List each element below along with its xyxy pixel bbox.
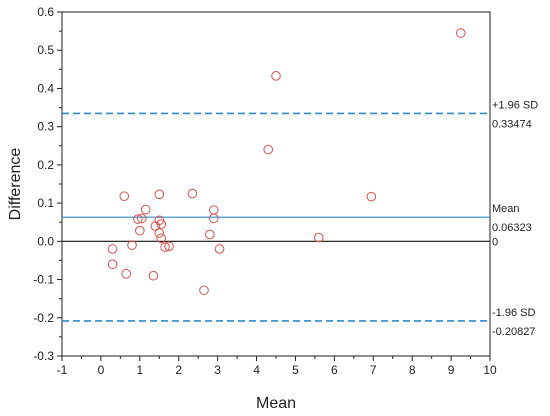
x-tick-label: 3 (214, 363, 221, 377)
data-point (271, 71, 281, 81)
reference-line-value: 0.33474 (492, 118, 532, 130)
x-tick-label: 9 (448, 363, 455, 377)
data-point (107, 244, 118, 254)
data-point (199, 285, 209, 296)
reference-line-value: 0 (492, 236, 498, 248)
data-point (121, 269, 131, 279)
data-point (263, 144, 274, 155)
x-tick-label: 4 (253, 363, 260, 377)
data-point (127, 240, 137, 250)
data-point (205, 229, 215, 240)
data-point (366, 191, 377, 202)
data-point (107, 259, 118, 270)
x-tick-label: 10 (483, 363, 497, 377)
y-axis-title: Difference (7, 148, 24, 221)
data-point (154, 228, 165, 238)
data-point (133, 214, 143, 224)
data-points (107, 28, 466, 296)
data-point (214, 244, 225, 254)
x-tick-label: 8 (409, 363, 416, 377)
data-point (314, 232, 324, 243)
x-tick-label: 2 (175, 363, 182, 377)
data-point (156, 219, 167, 229)
x-tick-label: 0 (98, 363, 105, 377)
x-axis: -1 0 1 2 3 4 5 6 7 8 9 10 (57, 356, 497, 377)
reference-line-name: -1.96 SD (492, 307, 535, 319)
y-tick-label: 0.3 (37, 120, 54, 134)
reference-line-name: +1.96 SD (492, 99, 538, 111)
reference-lines: +1.96 SD 0.33474 Mean 0.06323 0 -1.96 SD -0.20… (62, 99, 538, 338)
y-tick-label: 0.2 (37, 158, 54, 172)
data-point (160, 242, 170, 252)
data-point (154, 189, 165, 200)
reference-line-value: -0.20827 (492, 326, 535, 338)
data-point (208, 213, 219, 224)
data-point (119, 191, 130, 202)
data-point (136, 213, 147, 224)
data-point (156, 233, 167, 244)
reference-line-value: 0.06323 (492, 222, 532, 234)
x-tick-label: -1 (57, 363, 68, 377)
data-point (140, 204, 151, 215)
data-point (187, 188, 198, 199)
y-axis: -0.3 -0.2 -0.1 0.0 0.1 0.2 0.3 0.4 0.5 0.6 (33, 5, 62, 363)
x-tick-label: 1 (136, 363, 143, 377)
y-tick-label: 0.4 (37, 81, 54, 95)
x-tick-label: 5 (292, 363, 299, 377)
y-tick-label: 0.0 (37, 234, 54, 248)
y-tick-label: -0.3 (33, 349, 54, 363)
x-tick-label: 6 (331, 363, 338, 377)
data-point (148, 270, 159, 281)
data-point (164, 241, 174, 252)
reference-line-name: Mean (492, 203, 520, 215)
y-tick-label: 0.1 (37, 196, 54, 210)
data-point (135, 225, 145, 236)
y-tick-label: -0.1 (33, 273, 54, 287)
data-point (456, 28, 466, 38)
data-point (208, 205, 219, 215)
plot-frame (61, 11, 491, 357)
y-tick-label: 0.5 (37, 43, 54, 57)
x-axis-title: Mean (256, 395, 296, 412)
y-tick-label: -0.2 (33, 311, 54, 325)
y-tick-label: 0.6 (37, 5, 54, 19)
x-tick-label: 7 (370, 363, 377, 377)
